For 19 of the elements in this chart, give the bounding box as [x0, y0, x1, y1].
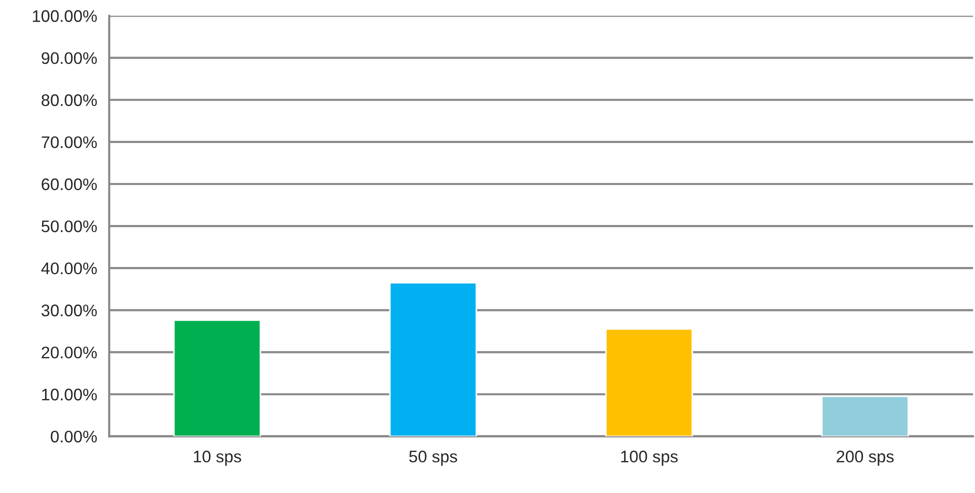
x-tick-label: 50 sps — [409, 450, 458, 466]
y-tick-label: 0.00% — [50, 430, 97, 443]
y-tick-label: 80.00% — [42, 94, 97, 106]
y-tick-label: 70.00% — [42, 136, 97, 148]
x-tick-label: 10 sps — [194, 450, 242, 466]
y-tick-label: 30.00% — [42, 304, 97, 316]
y-tick-label: 90.00% — [42, 52, 97, 64]
y-tick-label: 60.00% — [42, 178, 97, 190]
x-tick-label: 200 sps — [836, 450, 894, 466]
x-tick-label: 100 sps — [621, 450, 678, 466]
y-tick-label: 100.00% — [32, 10, 97, 22]
y-tick-label: 10.00% — [42, 388, 97, 400]
bar — [389, 282, 478, 436]
bar — [605, 328, 693, 436]
bar — [173, 320, 262, 436]
bar — [821, 396, 909, 436]
y-tick-label: 20.00% — [42, 346, 97, 358]
y-tick-label: 40.00% — [41, 262, 97, 274]
y-tick-label: 50.00% — [42, 220, 97, 232]
